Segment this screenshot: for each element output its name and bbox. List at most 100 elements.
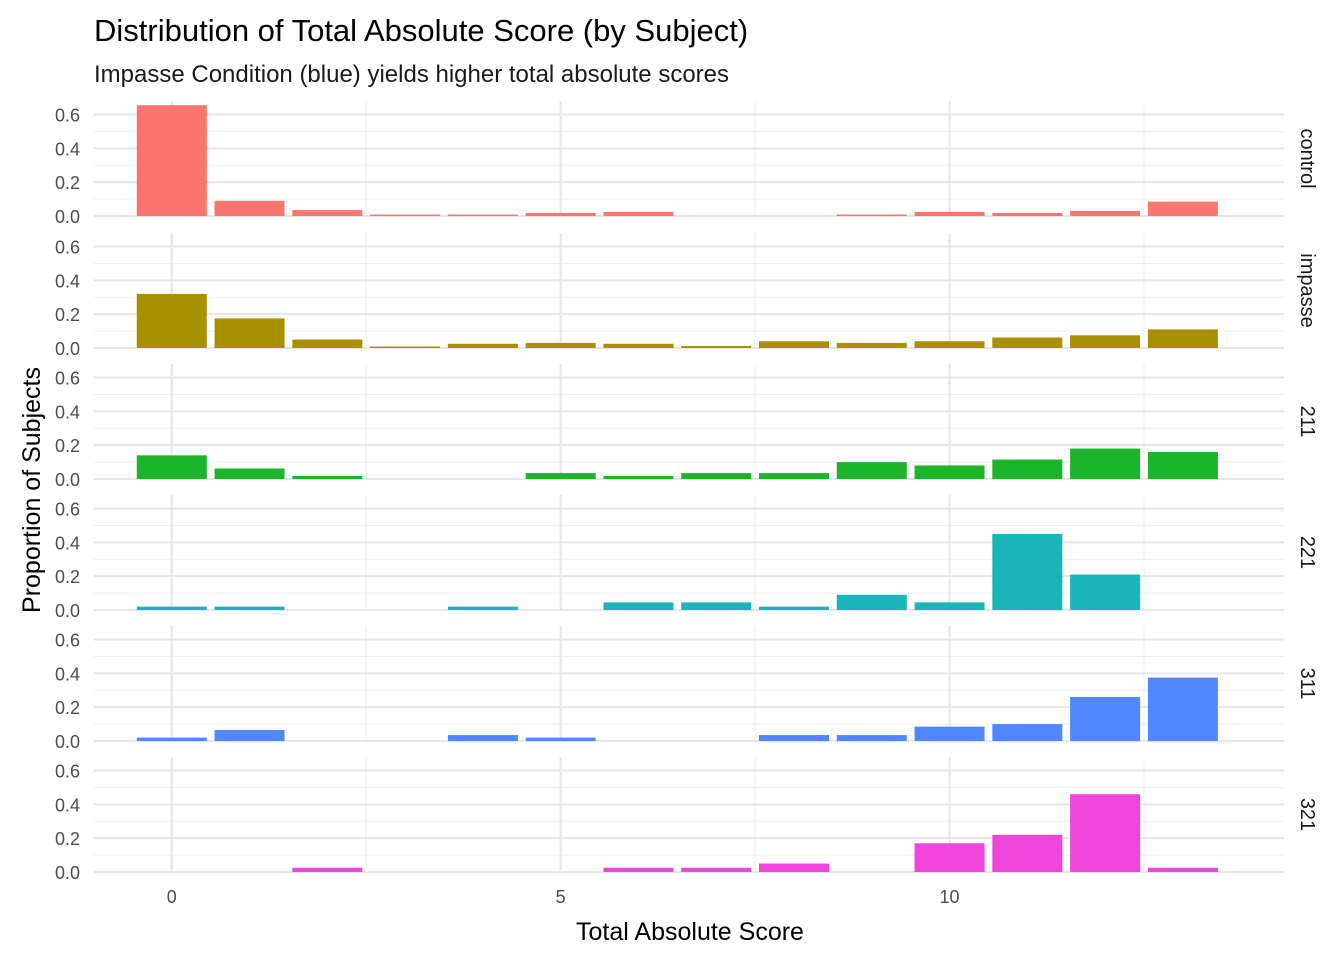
bar — [992, 212, 1063, 216]
y-tick-label: 0.6 — [55, 238, 80, 258]
bar — [447, 343, 518, 348]
panel-control: 0.0 0.2 0.4 0.6 control — [55, 101, 1318, 227]
facet-strip-label: 211 — [1296, 406, 1318, 438]
y-tick-label: 0.4 — [55, 271, 80, 291]
y-tick-label: 0.2 — [55, 567, 80, 587]
y-tick-label: 0.4 — [55, 533, 80, 553]
panel-311: 0.0 0.2 0.4 0.6 311 — [55, 626, 1318, 752]
facet-strip-label: impasse — [1296, 253, 1318, 327]
y-tick-label: 0.2 — [55, 698, 80, 718]
bar — [914, 726, 985, 741]
bar — [1147, 201, 1218, 216]
x-tick-label: 10 — [940, 887, 960, 907]
panel-211: 0.0 0.2 0.4 0.6 211 — [55, 364, 1318, 490]
bar — [214, 318, 285, 348]
bar — [759, 473, 829, 479]
facet-strip-label: control — [1296, 128, 1318, 188]
facet-strip-label: 221 — [1296, 536, 1318, 569]
bar — [836, 594, 907, 610]
y-tick-label: 0.4 — [55, 664, 80, 684]
bar — [1147, 677, 1218, 741]
x-tick-label: 5 — [556, 887, 566, 907]
bar — [525, 342, 596, 348]
panel-221: 0.0 0.2 0.4 0.6 221 — [55, 495, 1318, 621]
bar — [836, 342, 907, 348]
bar — [136, 737, 207, 741]
bar — [1070, 335, 1141, 348]
bar — [525, 212, 596, 216]
bar — [525, 737, 596, 741]
bar — [603, 343, 674, 348]
bar — [214, 730, 285, 741]
bar — [992, 724, 1063, 741]
bar — [370, 346, 441, 348]
y-tick-label: 0.6 — [55, 369, 80, 389]
bar — [914, 341, 985, 348]
bar — [836, 214, 907, 216]
bar — [1147, 451, 1218, 479]
bar — [292, 210, 363, 216]
bar — [681, 473, 752, 479]
bar — [681, 867, 752, 872]
bar — [836, 462, 907, 479]
bar — [992, 337, 1063, 348]
bar — [992, 459, 1063, 479]
chart-subtitle: Impasse Condition (blue) yields higher t… — [94, 61, 729, 88]
bar — [214, 200, 285, 216]
bar — [914, 602, 985, 610]
bar — [447, 735, 518, 741]
bar — [214, 468, 285, 479]
bar — [136, 606, 207, 610]
x-tick-label: 0 — [167, 887, 177, 907]
bar — [1070, 697, 1141, 741]
y-tick-label: 0.2 — [55, 173, 80, 193]
x-axis-title: Total Absolute Score — [576, 918, 804, 946]
bar — [1070, 794, 1141, 872]
bar — [447, 606, 518, 610]
bar — [214, 606, 285, 610]
bar — [136, 105, 207, 216]
bar — [136, 455, 207, 479]
bar — [836, 735, 907, 741]
y-tick-label: 0.6 — [55, 631, 80, 651]
bar — [1070, 210, 1141, 216]
bar — [1070, 448, 1141, 479]
bar — [914, 843, 985, 872]
bar — [1147, 867, 1218, 872]
bar — [681, 602, 752, 610]
bar — [136, 293, 207, 348]
y-tick-label: 0.0 — [55, 863, 80, 883]
y-tick-label: 0.6 — [55, 500, 80, 520]
bar — [525, 473, 596, 479]
bar — [292, 339, 363, 348]
y-tick-label: 0.0 — [55, 470, 80, 490]
bar — [759, 863, 829, 872]
bar — [992, 834, 1063, 872]
facet-panels: 0.0 0.2 0.4 0.6 control 0.0 0.2 0.4 0.6 impasse 0.… — [55, 101, 1318, 883]
y-tick-label: 0.4 — [55, 402, 80, 422]
x-axis: 0 5 10 — [167, 887, 960, 907]
bar — [992, 533, 1063, 610]
bar — [447, 214, 518, 216]
bar — [681, 345, 752, 348]
bar — [603, 602, 674, 610]
y-tick-label: 0.0 — [55, 601, 80, 621]
bar — [603, 475, 674, 479]
panel-321: 0.0 0.2 0.4 0.6 321 — [55, 757, 1318, 883]
y-tick-label: 0.0 — [55, 339, 80, 359]
y-tick-label: 0.2 — [55, 436, 80, 456]
bar — [370, 214, 441, 216]
bar — [759, 735, 829, 741]
facet-strip-label: 311 — [1296, 668, 1318, 700]
facet-strip-label: 321 — [1296, 798, 1318, 831]
y-tick-label: 0.2 — [55, 829, 80, 849]
y-tick-label: 0.6 — [55, 762, 80, 782]
y-tick-label: 0.4 — [55, 139, 80, 159]
panel-impasse: 0.0 0.2 0.4 0.6 impasse — [55, 233, 1318, 359]
y-tick-label: 0.4 — [55, 795, 80, 815]
bar — [759, 606, 829, 610]
bar — [292, 475, 363, 479]
bar — [1070, 574, 1141, 610]
bar — [914, 211, 985, 216]
